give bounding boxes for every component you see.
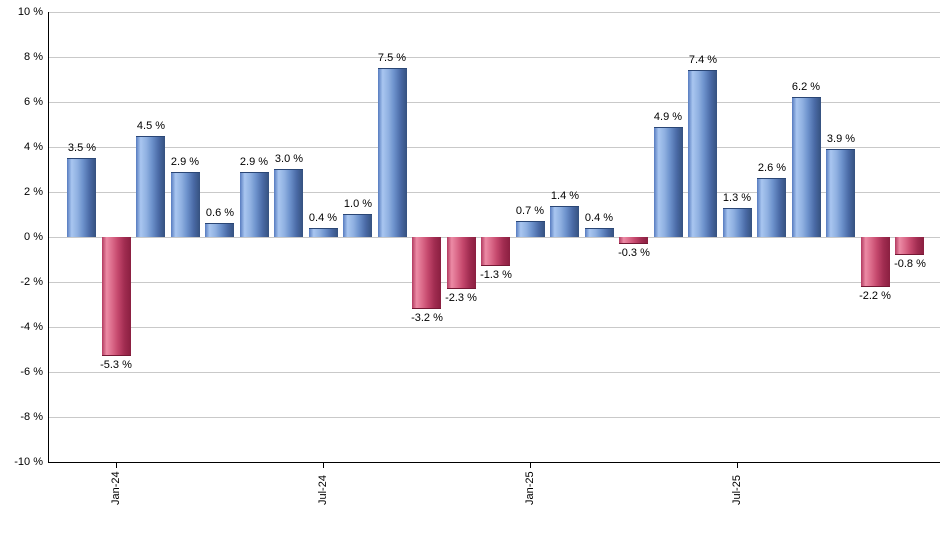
bar-value-label: 3.5 % xyxy=(67,142,97,154)
y-axis-tick-label: -8 % xyxy=(20,411,43,423)
y-axis-tick-label: -2 % xyxy=(20,276,43,288)
gridline xyxy=(48,372,940,373)
positive-bar xyxy=(309,228,338,237)
gridline xyxy=(48,282,940,283)
positive-bar xyxy=(274,169,303,237)
gridline xyxy=(48,327,940,328)
positive-bar xyxy=(792,97,821,237)
bar-value-label: 6.2 % xyxy=(791,81,821,93)
positive-bar xyxy=(240,172,269,237)
positive-bar xyxy=(826,149,855,237)
y-axis-tick-label: 8 % xyxy=(24,51,43,63)
bar-value-label: 1.4 % xyxy=(550,190,580,202)
positive-bar xyxy=(205,223,234,237)
positive-bar xyxy=(688,70,717,237)
positive-bar xyxy=(654,127,683,237)
negative-bar xyxy=(447,237,476,289)
positive-bar xyxy=(136,136,165,237)
x-axis-tick xyxy=(323,463,324,468)
positive-bar xyxy=(378,68,407,237)
bar-value-label: 0.6 % xyxy=(205,207,235,219)
bar-value-label: 0.4 % xyxy=(308,212,338,224)
bar-value-label: 4.9 % xyxy=(653,111,683,123)
gridline xyxy=(48,417,940,418)
x-axis-tick xyxy=(737,463,738,468)
y-axis-tick-label: -4 % xyxy=(20,321,43,333)
negative-bar xyxy=(412,237,441,309)
gridline xyxy=(48,102,940,103)
bar-value-label: 7.4 % xyxy=(688,54,718,66)
gridline xyxy=(48,192,940,193)
gridline xyxy=(48,57,940,58)
negative-bar xyxy=(619,237,648,244)
x-axis-tick-label: Jul-25 xyxy=(731,475,743,505)
bar-value-label: 7.5 % xyxy=(377,52,407,64)
bar-value-label: -2.3 % xyxy=(445,292,477,304)
y-axis-line xyxy=(48,12,49,463)
bar-value-label: -0.8 % xyxy=(894,258,926,270)
bar-value-label: 2.6 % xyxy=(757,162,787,174)
bar-value-label: 1.0 % xyxy=(343,198,373,210)
bar-value-label: 3.0 % xyxy=(274,153,304,165)
bar-value-label: 2.9 % xyxy=(170,156,200,168)
bar-value-label: -3.2 % xyxy=(411,312,443,324)
positive-bar xyxy=(343,214,372,237)
x-axis-tick xyxy=(116,463,117,468)
negative-bar xyxy=(102,237,131,356)
y-axis-tick-label: -6 % xyxy=(20,366,43,378)
gridline xyxy=(48,12,940,13)
x-axis-line xyxy=(48,462,940,463)
positive-bar xyxy=(67,158,96,237)
y-axis-tick-label: -10 % xyxy=(14,456,43,468)
negative-bar xyxy=(481,237,510,266)
bar-value-label: 0.7 % xyxy=(515,205,545,217)
x-axis-tick-label: Jan-24 xyxy=(110,471,122,505)
bar-value-label: 4.5 % xyxy=(136,120,166,132)
y-axis-tick-label: 6 % xyxy=(24,96,43,108)
bar-value-label: 1.3 % xyxy=(722,192,752,204)
negative-bar xyxy=(861,237,890,287)
gridline xyxy=(48,147,940,148)
x-axis-tick-label: Jan-25 xyxy=(524,471,536,505)
bar-value-label: 2.9 % xyxy=(239,156,269,168)
bar-value-label: -0.3 % xyxy=(618,247,650,259)
positive-bar xyxy=(757,178,786,237)
x-axis-tick-label: Jul-24 xyxy=(317,475,329,505)
y-axis-tick-label: 2 % xyxy=(24,186,43,198)
y-axis-tick-label: 4 % xyxy=(24,141,43,153)
bar-value-label: 0.4 % xyxy=(584,212,614,224)
bar-value-label: 3.9 % xyxy=(826,133,856,145)
y-axis-tick-label: 0 % xyxy=(24,231,43,243)
negative-bar xyxy=(895,237,924,255)
y-axis-tick-label: 10 % xyxy=(17,6,43,18)
bar-value-label: -1.3 % xyxy=(480,269,512,281)
bar-value-label: -5.3 % xyxy=(100,359,132,371)
positive-bar xyxy=(171,172,200,237)
positive-bar xyxy=(723,208,752,237)
x-axis-tick xyxy=(530,463,531,468)
positive-bar xyxy=(550,206,579,237)
positive-bar xyxy=(585,228,614,237)
bar-value-label: -2.2 % xyxy=(859,290,891,302)
positive-bar xyxy=(516,221,545,237)
